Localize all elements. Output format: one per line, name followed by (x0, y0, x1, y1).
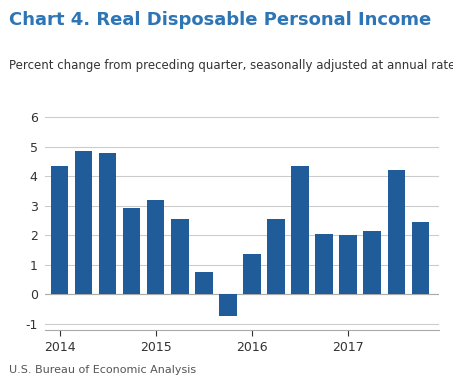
Bar (123, 208, 140, 294)
Bar (147, 200, 164, 294)
Bar (75, 151, 92, 294)
Bar (291, 166, 308, 294)
Bar (51, 166, 68, 294)
Bar (171, 219, 188, 294)
Bar (99, 152, 116, 294)
Bar (387, 170, 405, 294)
Bar (219, 294, 236, 316)
Text: U.S. Bureau of Economic Analysis: U.S. Bureau of Economic Analysis (9, 365, 196, 375)
Bar (243, 254, 260, 294)
Text: Percent change from preceding quarter, seasonally adjusted at annual rates: Percent change from preceding quarter, s… (9, 59, 453, 72)
Bar (267, 219, 284, 294)
Text: Chart 4. Real Disposable Personal Income: Chart 4. Real Disposable Personal Income (9, 11, 431, 29)
Bar (339, 235, 357, 294)
Bar (315, 234, 333, 294)
Bar (195, 272, 212, 294)
Bar (363, 231, 381, 294)
Bar (411, 222, 429, 294)
